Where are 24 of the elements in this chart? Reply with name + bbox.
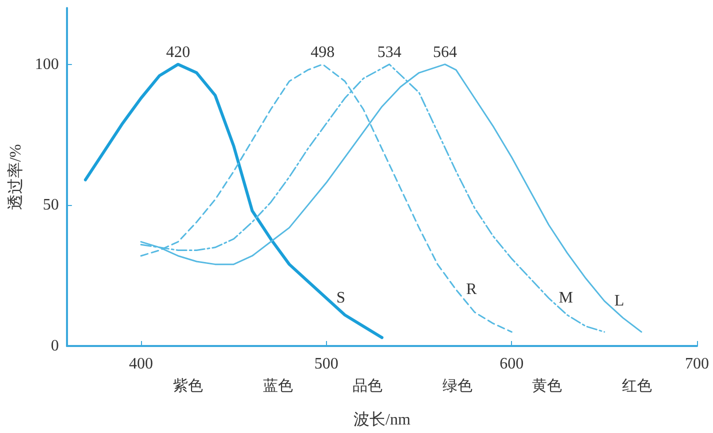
text: 品色	[352, 376, 383, 394]
annotation: 420	[166, 44, 190, 61]
text: 紫色	[173, 376, 204, 394]
y-tick-label: 100	[34, 56, 59, 73]
x-tick-label: 500	[314, 356, 338, 372]
y-axis-title: 透过率/%	[6, 144, 24, 210]
x-axis-title: 波长/nm	[354, 410, 411, 428]
text: 绿色	[442, 376, 472, 394]
line-series	[84, 62, 384, 340]
series-label: R	[466, 281, 478, 298]
x-tick-label: 700	[685, 356, 709, 372]
x-tick-label: 400	[129, 356, 154, 372]
y-tick-label: 0	[50, 338, 59, 354]
annotation: 498	[310, 44, 335, 61]
text: 红色	[622, 376, 652, 394]
x-tick-label: 600	[500, 356, 524, 372]
text: 黄色	[532, 376, 562, 394]
annotation: 534	[377, 44, 402, 61]
series-label: L	[614, 292, 624, 310]
annotation: 564	[432, 44, 457, 61]
y-tick-label: 50	[42, 196, 59, 214]
series-label: M	[558, 290, 573, 307]
series-label: S	[336, 290, 346, 307]
text: 蓝色	[262, 376, 293, 394]
